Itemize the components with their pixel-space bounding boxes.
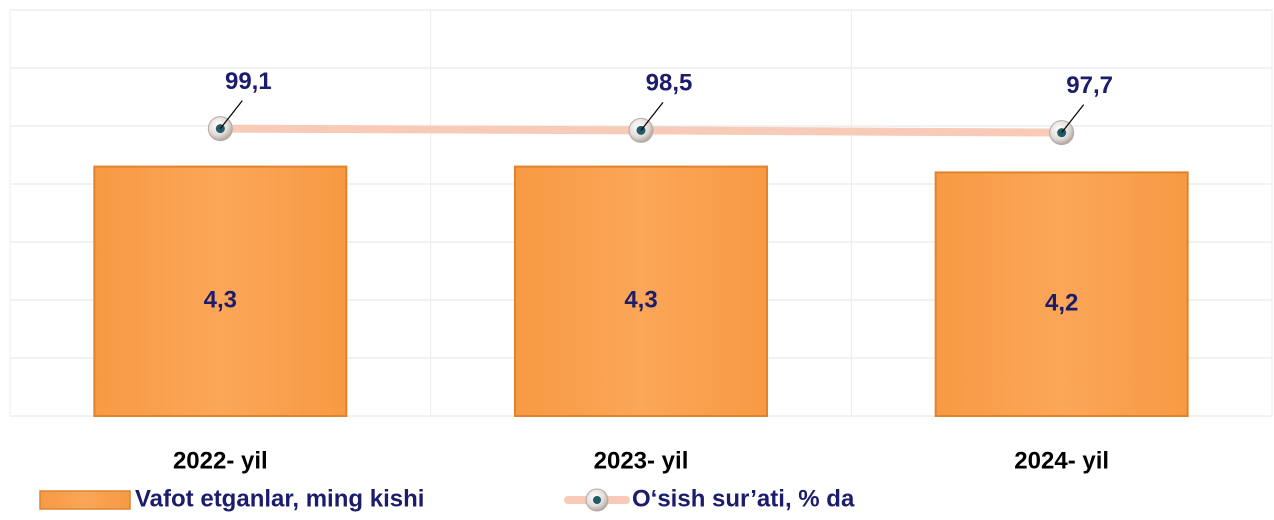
x-tick-label: 2024- yil — [1014, 447, 1109, 474]
bar — [934, 171, 1189, 417]
leader-line — [219, 100, 243, 129]
x-tick-label: 2022- yil — [173, 447, 268, 474]
line-value-label: 99,1 — [225, 68, 272, 95]
legend-label: Vafot etganlar, ming kishi — [135, 485, 424, 512]
legend-marker-dot — [593, 496, 601, 504]
x-tick-label: 2023- yil — [594, 447, 689, 474]
legend-label: O‘sish sur’ati, % da — [632, 485, 855, 512]
bar — [93, 165, 348, 417]
line-value-label: 98,5 — [646, 70, 693, 97]
leader-line — [640, 101, 664, 131]
legend-swatch — [39, 490, 131, 510]
leader-line — [1061, 104, 1085, 134]
bar-value-label: 4,3 — [624, 287, 657, 314]
bar-value-label: 4,2 — [1045, 290, 1078, 317]
bar — [514, 165, 768, 417]
bar-value-label: 4,3 — [204, 287, 237, 314]
line-value-label: 97,7 — [1066, 72, 1113, 99]
